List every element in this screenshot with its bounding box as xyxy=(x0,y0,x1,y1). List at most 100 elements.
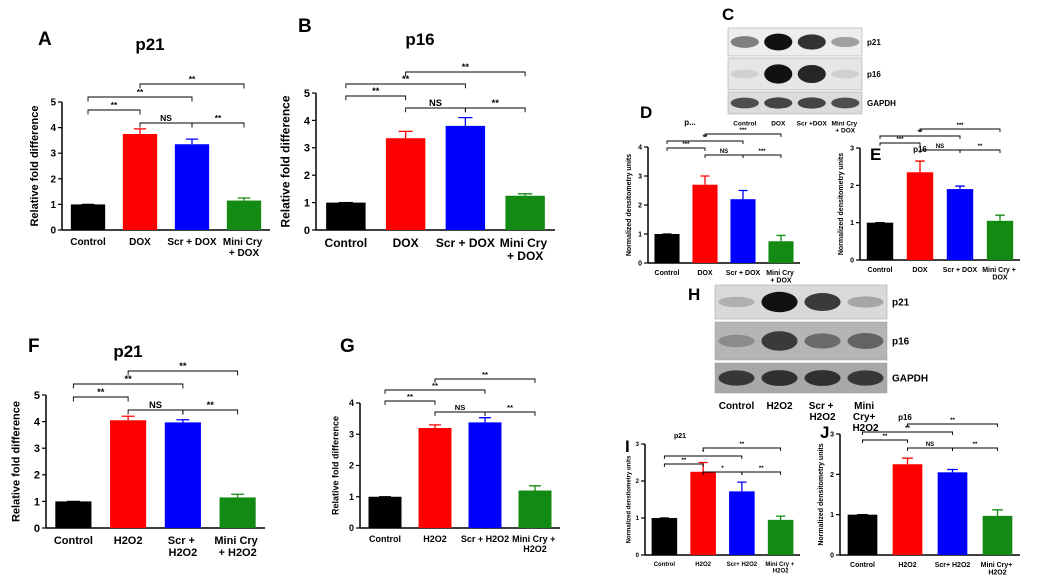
bar xyxy=(226,200,262,230)
x-tick-label: Control xyxy=(850,562,875,569)
significance-bracket xyxy=(139,122,193,128)
significance-bracket xyxy=(434,378,536,383)
bar xyxy=(906,172,934,260)
error-bar xyxy=(915,160,925,173)
y-tick-label: 4 xyxy=(638,144,642,151)
y-axis-label: Normalized densitometry units xyxy=(626,154,633,256)
blot-band xyxy=(847,296,884,308)
error-bar xyxy=(185,138,199,145)
significance-bracket xyxy=(484,411,536,416)
significance-bracket xyxy=(182,409,239,415)
error-bar xyxy=(398,130,413,139)
y-tick-label: 2 xyxy=(636,479,640,485)
significance-label: ** xyxy=(507,403,513,412)
y-tick-label: 2 xyxy=(830,472,834,479)
blot-band xyxy=(764,64,793,84)
significance-label: ** xyxy=(703,135,708,141)
y-tick-label: 0 xyxy=(850,257,854,264)
y-tick-label: 0 xyxy=(349,523,354,533)
significance-label: NS xyxy=(936,144,944,150)
bar xyxy=(164,422,201,528)
y-tick-label: 1 xyxy=(304,197,310,209)
panel-letter: F xyxy=(28,336,40,357)
significance-bracket xyxy=(862,439,908,443)
chart-title: p21 xyxy=(113,342,142,361)
x-tick-label: DOX xyxy=(393,236,419,250)
blot-row-label: p21 xyxy=(892,298,910,309)
significance-label: ** xyxy=(978,144,983,150)
bar xyxy=(866,222,894,260)
blot-band xyxy=(797,97,826,109)
significance-bracket xyxy=(384,389,486,394)
bar xyxy=(982,515,1013,555)
significance-label: ** xyxy=(137,87,144,97)
significance-label: ** xyxy=(207,400,215,410)
error-bar xyxy=(479,417,491,423)
bar xyxy=(730,199,756,263)
blot-row-label: p16 xyxy=(892,337,910,348)
y-tick-label: 0 xyxy=(830,552,834,559)
y-tick-label: 2 xyxy=(638,202,642,209)
significance-label: ** xyxy=(189,74,196,84)
error-bar xyxy=(776,234,786,242)
error-bar xyxy=(518,193,533,196)
significance-label: ** xyxy=(883,434,888,440)
significance-label: ** xyxy=(918,130,923,136)
blot-lane-label: Mini Cry+ H2O2 xyxy=(852,401,879,434)
significance-bracket xyxy=(345,83,466,89)
significance-label: ** xyxy=(482,370,488,379)
significance-bracket xyxy=(72,396,129,402)
bar xyxy=(219,497,256,528)
error-bar xyxy=(231,493,245,498)
x-tick-label: H2O2 xyxy=(423,534,447,544)
y-tick-label: 3 xyxy=(830,431,834,438)
panel-letter: D xyxy=(640,103,652,122)
bar xyxy=(847,514,878,555)
significance-label: ** xyxy=(111,100,118,110)
blot-band xyxy=(847,370,884,386)
bar xyxy=(505,195,545,230)
y-tick-label: 1 xyxy=(34,496,40,508)
x-tick-label: Mini Cry+ H2O2 xyxy=(981,562,1015,577)
y-tick-label: 2 xyxy=(349,461,354,471)
blot-band xyxy=(761,370,798,386)
y-tick-label: 4 xyxy=(349,398,354,408)
x-tick-label: Scr+ H2O2 xyxy=(727,562,758,568)
blot-lane-label: Scr + H2O2 xyxy=(809,401,837,423)
y-tick-label: 1 xyxy=(636,516,640,522)
panel-letter: H xyxy=(688,285,700,304)
y-tick-label: 2 xyxy=(50,174,56,185)
significance-bracket xyxy=(879,142,921,146)
chart-title: p... xyxy=(684,118,696,127)
y-axis-label: Relative fold difference xyxy=(330,416,340,515)
significance-label: ** xyxy=(462,62,470,72)
significance-label: ** xyxy=(973,442,978,448)
blot-lane-label: Control xyxy=(733,121,756,128)
significance-label: *** xyxy=(739,128,747,134)
x-tick-label: Scr + H2O2 xyxy=(168,535,198,559)
significance-label: ** xyxy=(402,74,410,84)
error-bar xyxy=(992,509,1003,516)
panel-letter: C xyxy=(722,5,734,24)
chart-panel: G 0 1 2 3 4 Relative fold difference Control H2O… xyxy=(330,336,560,554)
blot-row-label: GAPDH xyxy=(892,374,928,385)
significance-label: *** xyxy=(956,123,964,129)
significance-bracket xyxy=(384,400,436,405)
x-tick-label: Scr + DOX xyxy=(943,267,978,274)
bar xyxy=(368,496,402,528)
y-tick-label: 3 xyxy=(50,149,56,160)
significance-label: NS xyxy=(160,113,172,123)
bar xyxy=(651,518,678,555)
significance-bracket xyxy=(704,154,744,158)
y-axis-label: Normalized densitometry units xyxy=(627,455,633,543)
error-bar xyxy=(947,468,958,473)
blot-strip xyxy=(727,57,863,91)
blot-band xyxy=(730,36,759,48)
significance-bracket xyxy=(704,133,782,137)
significance-label: NS xyxy=(926,442,934,448)
blot-band xyxy=(718,334,755,348)
y-tick-label: 3 xyxy=(636,442,640,448)
y-tick-label: 0 xyxy=(304,225,310,237)
